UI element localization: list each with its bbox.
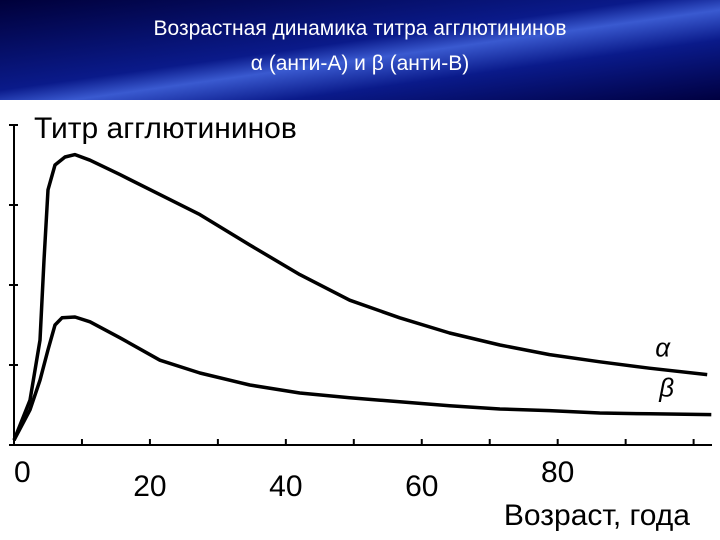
x-tick-label: 80 — [541, 456, 574, 489]
line-series — [12, 152, 708, 441]
x-tick-label: 60 — [405, 470, 438, 503]
header-band — [0, 0, 720, 100]
series-label: β — [658, 373, 674, 403]
x-tick-label: 20 — [133, 470, 166, 503]
y-axis-label: Титр агглютининов — [34, 112, 297, 145]
line-series — [12, 315, 712, 442]
x-axis-label: Возраст, года — [504, 499, 690, 532]
title: Возрастная динамика титра агглютининов — [154, 17, 567, 40]
x-tick-label: 0 — [14, 456, 31, 489]
subtitle: α (анти-А) и β (анти-В) — [251, 52, 470, 75]
series-label: α — [655, 333, 671, 363]
x-tick-label: 40 — [269, 470, 302, 503]
